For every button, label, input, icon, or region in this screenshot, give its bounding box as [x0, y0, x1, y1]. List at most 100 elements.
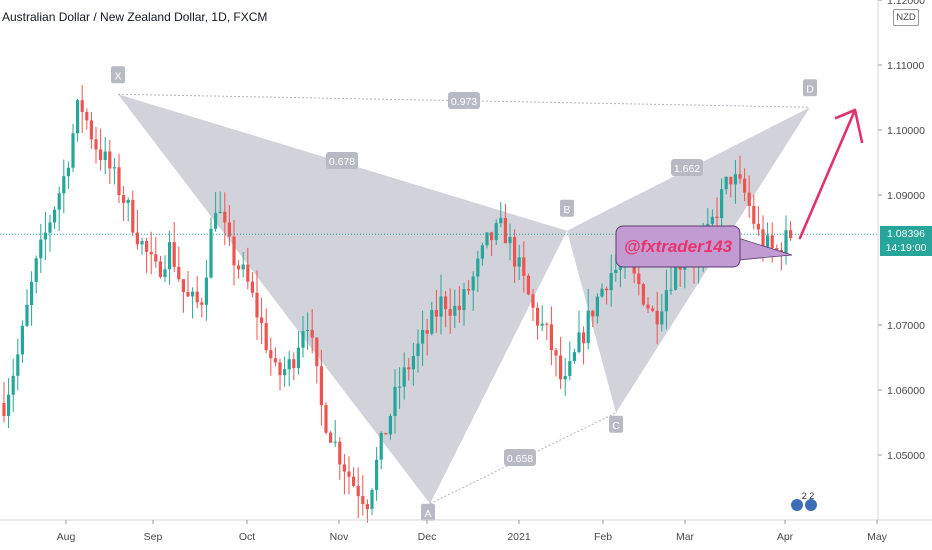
candle-body: [168, 242, 172, 270]
candle-body: [356, 485, 360, 497]
candle-body: [209, 228, 213, 278]
candle-body: [287, 359, 291, 370]
candle-body: [554, 350, 558, 356]
candle-body: [43, 232, 47, 240]
candle-body: [25, 304, 29, 326]
watermark-pointer: [737, 237, 793, 261]
candle-body: [39, 239, 43, 259]
candle-body: [135, 232, 139, 245]
candle-body: [789, 230, 793, 238]
candle-body: [568, 361, 572, 376]
candle-body: [398, 386, 402, 388]
candle-body: [108, 151, 112, 169]
candle-body: [191, 291, 195, 297]
candle-body: [549, 324, 553, 351]
ratio-xd-badge: [448, 92, 480, 109]
candle-body: [393, 386, 397, 416]
projection-arrow: [798, 108, 857, 240]
y-tick-label: 1.12000: [887, 0, 925, 7]
point-b-badge: [560, 199, 574, 217]
x-tick-label: Dec: [418, 531, 437, 543]
candle-body: [94, 139, 98, 150]
candle-body: [485, 232, 489, 246]
pattern-labels: 0.973 0.678 1.662 0.658 X A B C D @fxtrader143 2 2: [0, 66, 878, 521]
point-x-label: X: [114, 70, 121, 82]
candle-body: [200, 302, 204, 305]
candle-body: [66, 167, 70, 177]
candle-body: [499, 217, 503, 224]
point-d-label: D: [806, 83, 814, 95]
candle-body: [439, 296, 443, 317]
y-tick-label: 1.10000: [887, 125, 925, 137]
candle-body: [53, 209, 57, 223]
event-icon[interactable]: [791, 499, 803, 511]
candle-body: [246, 264, 250, 282]
candle-body: [85, 111, 89, 121]
candle-body: [600, 288, 604, 297]
event-icon[interactable]: [805, 499, 817, 511]
candle-body: [416, 343, 420, 356]
candle-body: [540, 323, 544, 326]
x-tick-label: Mar: [676, 531, 695, 543]
candle-body: [494, 223, 498, 241]
candle-body: [421, 330, 425, 344]
candle-body: [260, 317, 264, 324]
candle-body: [632, 265, 636, 274]
last-price-value: 1.08396: [887, 228, 925, 240]
x-tick-label: Sep: [144, 531, 163, 543]
candle-body: [283, 369, 287, 376]
candle-body: [342, 464, 346, 472]
point-a-label: A: [424, 508, 431, 520]
currency-badge[interactable]: NZD: [893, 9, 919, 26]
chart-title: Australian Dollar / New Zealand Dollar, …: [2, 10, 268, 24]
candle-body: [407, 367, 411, 370]
x-tick-label: Apr: [777, 531, 794, 543]
candle-body: [140, 241, 144, 245]
candle-body: [237, 265, 241, 270]
candle-body: [752, 205, 756, 224]
candle-body: [379, 432, 383, 460]
candle-body: [384, 432, 388, 435]
candle-body: [508, 236, 512, 244]
y-tick-label: 1.06000: [887, 385, 925, 397]
ratio-xd-label: 0.973: [451, 96, 477, 108]
candle-body: [122, 195, 126, 203]
candle-body: [411, 355, 415, 370]
candle-body: [430, 310, 434, 334]
candle-body: [729, 176, 733, 185]
point-d-badge: [803, 79, 817, 97]
candle-body: [457, 305, 461, 311]
candle-body: [315, 337, 319, 367]
candle-body: [172, 242, 176, 267]
candle-body: [738, 174, 742, 179]
x-tick-label: Feb: [594, 531, 612, 543]
candle-body: [361, 496, 365, 505]
candle-body: [710, 216, 714, 224]
candle-body: [522, 257, 526, 276]
candle-body: [572, 352, 576, 362]
candle-body: [563, 375, 567, 380]
candle-body: [80, 100, 84, 112]
candle-body: [145, 241, 149, 252]
point-a-badge: [421, 503, 435, 521]
candle-body: [766, 235, 770, 250]
candle-body: [310, 329, 314, 338]
candle-body: [480, 245, 484, 259]
candle-body: [503, 217, 507, 244]
candle-body: [545, 323, 549, 325]
candle-body: [296, 347, 300, 369]
candle-body: [388, 415, 392, 435]
ratio-ac-badge: [504, 449, 536, 466]
candle-body: [223, 211, 227, 223]
ratio-bd-label: 1.662: [674, 163, 700, 175]
point-b-label: B: [563, 204, 570, 216]
candle-body: [660, 311, 664, 325]
candle-body: [370, 489, 374, 509]
point-c-badge: [609, 415, 623, 433]
candle-body: [177, 266, 181, 280]
candle-body: [338, 441, 342, 465]
candle-body: [536, 307, 540, 326]
candle-body: [402, 367, 406, 387]
